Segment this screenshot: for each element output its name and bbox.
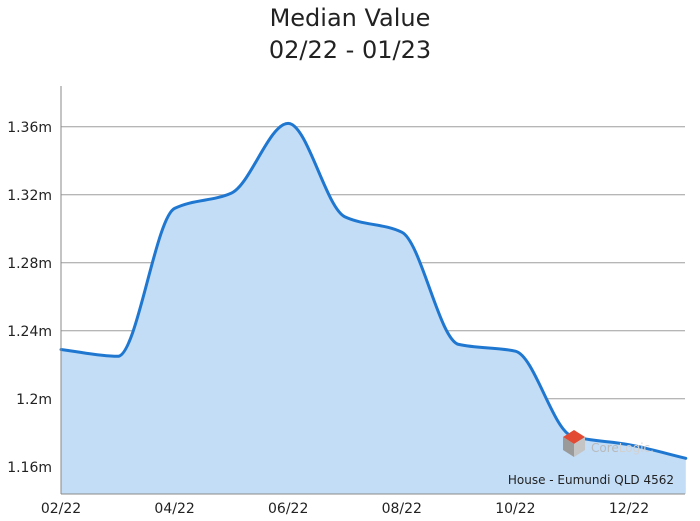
y-tick-label: 1.36m bbox=[7, 120, 52, 136]
chart-title: Median Value bbox=[269, 4, 431, 32]
logo-cube-left bbox=[563, 437, 574, 457]
x-tick-label: 02/22 bbox=[41, 501, 81, 517]
y-tick-label: 1.2m bbox=[16, 392, 52, 408]
y-tick-label: 1.24m bbox=[7, 324, 52, 340]
logo-text: CoreLogic. bbox=[591, 441, 654, 455]
y-tick-label: 1.16m bbox=[7, 460, 52, 476]
x-tick-labels: 02/22 04/22 06/22 08/22 10/22 12/22 bbox=[41, 501, 649, 517]
logo-text-core: Core bbox=[591, 441, 619, 455]
y-tick-label: 1.32m bbox=[7, 188, 52, 204]
corelogic-logo: CoreLogic. bbox=[563, 430, 654, 457]
x-tick-label: 12/22 bbox=[609, 501, 649, 517]
y-tick-label: 1.28m bbox=[7, 256, 52, 272]
x-tick-label: 10/22 bbox=[495, 501, 535, 517]
logo-text-suffix: . bbox=[650, 441, 654, 455]
x-tick-label: 06/22 bbox=[268, 501, 308, 517]
logo-text-logic: Logic bbox=[619, 441, 650, 455]
y-tick-labels: 1.16m 1.2m 1.24m 1.28m 1.32m 1.36m bbox=[7, 120, 52, 476]
series-area-fill bbox=[61, 123, 686, 495]
location-annotation: House - Eumundi QLD 4562 bbox=[508, 473, 674, 487]
chart-subtitle: 02/22 - 01/23 bbox=[268, 36, 432, 64]
x-tick-label: 08/22 bbox=[382, 501, 422, 517]
x-tick-label: 04/22 bbox=[154, 501, 194, 517]
logo-cube-right bbox=[574, 437, 585, 457]
